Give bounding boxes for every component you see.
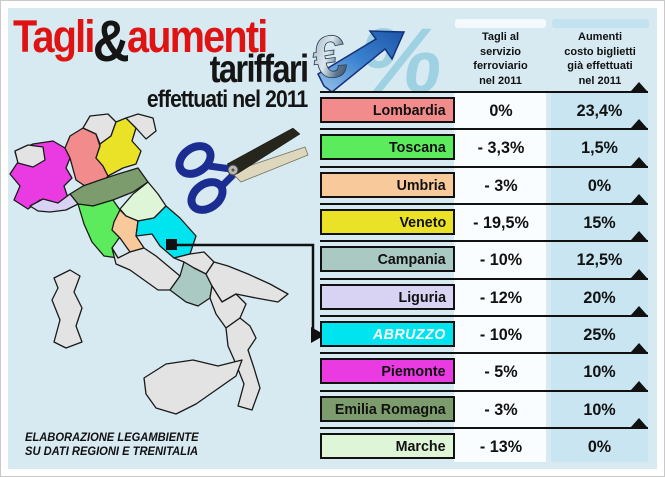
triangle-up-icon bbox=[631, 157, 647, 166]
cut-value: - 10% bbox=[479, 250, 523, 269]
row-separator-line bbox=[320, 352, 648, 354]
triangle-up-icon bbox=[631, 306, 647, 315]
region-name: Campania bbox=[377, 250, 446, 268]
map-region-umbria bbox=[111, 209, 145, 253]
increase-value: 0% bbox=[587, 437, 612, 456]
euro-glyph: € bbox=[310, 22, 351, 93]
triangle-up-icon bbox=[631, 119, 647, 128]
triangle-up-icon bbox=[631, 194, 647, 203]
source-attribution: ELABORAZIONE LEGAMBIENTE SU DATI REGIONI… bbox=[25, 432, 199, 458]
increase-value: 20% bbox=[583, 288, 616, 307]
title-word-tariffari: tariffari bbox=[209, 48, 308, 91]
title-subtitle: effettuati nel 2011 bbox=[146, 86, 307, 113]
row-separator-line bbox=[320, 128, 648, 130]
row-separator-line bbox=[320, 278, 648, 280]
increase-value: 12,5% bbox=[576, 250, 623, 269]
region-label-box: ABRUZZO bbox=[320, 321, 455, 347]
triangle-up-icon bbox=[631, 343, 647, 352]
cuts-column-background bbox=[454, 92, 546, 462]
increase-value: 23,4% bbox=[576, 101, 623, 120]
row-separator-line bbox=[320, 203, 648, 205]
region-label-box: Marche bbox=[320, 433, 455, 459]
cut-value: - 3,3% bbox=[477, 138, 525, 157]
row-separator-line bbox=[320, 315, 648, 317]
region-name: Toscana bbox=[389, 138, 446, 156]
increase-value: 25% bbox=[583, 325, 616, 344]
region-name: Piemonte bbox=[381, 362, 446, 380]
map-region-valle-daosta bbox=[14, 144, 46, 168]
map-region-sardegna bbox=[51, 269, 83, 349]
cut-value: - 19,5% bbox=[473, 213, 529, 232]
row-separator-line bbox=[320, 240, 648, 242]
region-label-box: Liguria bbox=[320, 284, 455, 310]
cut-value: - 10% bbox=[479, 325, 523, 344]
region-name: ABRUZZO bbox=[373, 325, 446, 343]
region-name: Veneto bbox=[399, 213, 446, 231]
region-name: Umbria bbox=[396, 176, 446, 194]
region-label-box: Lombardia bbox=[320, 97, 455, 123]
scissors-icon bbox=[175, 127, 309, 214]
region-label-box: Veneto bbox=[320, 209, 455, 235]
region-label-box: Piemonte bbox=[320, 358, 455, 384]
cut-value: - 3% bbox=[484, 400, 518, 419]
triangle-up-icon bbox=[631, 269, 647, 278]
map-region-sicilia bbox=[143, 359, 243, 415]
map-region-friuli bbox=[125, 113, 157, 140]
cut-value: - 5% bbox=[484, 362, 518, 381]
row-separator-line bbox=[320, 91, 648, 93]
increases-column-header: Aumenti costo biglietti già effettuati n… bbox=[564, 31, 636, 87]
increase-value: 15% bbox=[583, 213, 616, 232]
cut-value: 0% bbox=[489, 101, 513, 120]
map-region-toscana bbox=[77, 199, 123, 259]
triangle-up-icon bbox=[631, 82, 647, 91]
row-separator-line bbox=[320, 166, 648, 168]
increase-value: 10% bbox=[583, 362, 616, 381]
title-word-tagli: Tagli bbox=[13, 11, 95, 62]
cut-value: - 12% bbox=[479, 288, 523, 307]
euro-percent-icon: % € bbox=[310, 10, 450, 102]
cut-value: - 3% bbox=[484, 176, 518, 195]
triangle-up-icon bbox=[631, 381, 647, 390]
up-arrow-icon bbox=[317, 30, 406, 93]
region-label-box: Emilia Romagna bbox=[320, 396, 455, 422]
increase-value: 10% bbox=[583, 400, 616, 419]
region-label-box: Campania bbox=[320, 246, 455, 272]
map-region-veneto bbox=[95, 117, 142, 177]
region-label-box: Toscana bbox=[320, 134, 455, 160]
region-name: Lombardia bbox=[373, 101, 446, 119]
cuts-column-top-bar bbox=[455, 19, 546, 28]
page-title: Tagli&aumenti bbox=[13, 10, 268, 71]
triangle-up-icon bbox=[631, 231, 647, 240]
region-name: Emilia Romagna bbox=[335, 400, 446, 418]
triangle-up-icon bbox=[631, 418, 647, 427]
row-separator-line bbox=[320, 390, 648, 392]
region-label-box: Umbria bbox=[320, 172, 455, 198]
region-name: Liguria bbox=[398, 288, 446, 306]
cut-value: - 13% bbox=[479, 437, 523, 456]
region-name: Marche bbox=[396, 437, 446, 455]
cuts-column-header: Tagli al servizio ferroviario nel 2011 bbox=[473, 31, 528, 87]
increases-column-top-bar bbox=[552, 19, 649, 28]
increase-value: 0% bbox=[587, 176, 612, 195]
increase-value: 1,5% bbox=[581, 138, 618, 157]
title-word-aumenti: aumenti bbox=[127, 11, 268, 62]
title-ampersand: & bbox=[92, 9, 130, 74]
row-separator-line bbox=[320, 427, 648, 429]
